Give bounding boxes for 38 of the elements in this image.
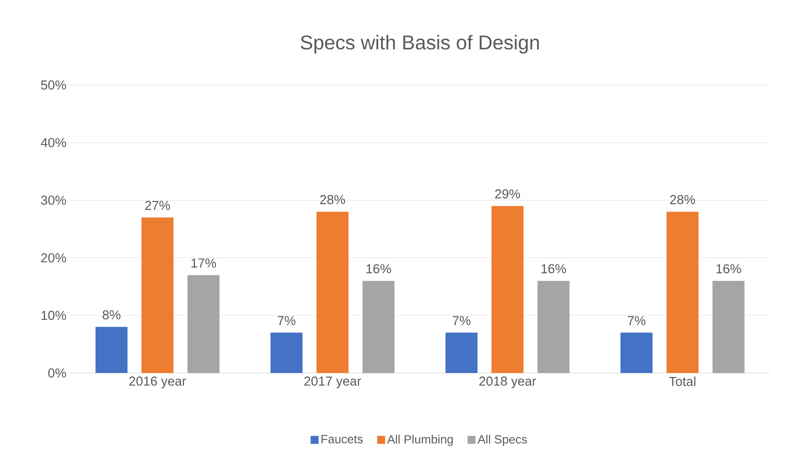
bar bbox=[446, 332, 478, 373]
x-tick-label: Total bbox=[669, 376, 696, 386]
y-tick-label: 10% bbox=[42, 310, 66, 320]
data-label: 7% bbox=[278, 316, 296, 326]
bar bbox=[620, 332, 653, 373]
data-label: 16% bbox=[366, 264, 392, 274]
y-tick-label: 0% bbox=[48, 368, 66, 378]
bar bbox=[492, 206, 524, 373]
bar bbox=[666, 212, 699, 373]
data-label: 28% bbox=[670, 195, 696, 204]
data-label: 28% bbox=[320, 195, 346, 204]
x-tick-label: 2017 year bbox=[304, 376, 362, 388]
bar bbox=[316, 212, 349, 373]
bar bbox=[270, 332, 303, 373]
data-label: 8% bbox=[102, 310, 120, 320]
legend-label: All Plumbing bbox=[387, 434, 453, 446]
bar bbox=[96, 326, 128, 373]
data-label: 16% bbox=[542, 264, 566, 274]
bar bbox=[142, 217, 174, 373]
bar bbox=[712, 280, 745, 373]
data-label: 27% bbox=[145, 200, 170, 210]
legend-label: All Specs bbox=[478, 434, 527, 446]
data-label: 7% bbox=[452, 316, 470, 326]
bar bbox=[188, 275, 220, 373]
chart-title: Specs with Basis of Design bbox=[300, 34, 539, 54]
y-tick-label: 50% bbox=[41, 80, 66, 90]
data-label: 29% bbox=[495, 189, 520, 198]
y-tick-label: 20% bbox=[41, 253, 66, 262]
y-tick-label: 40% bbox=[40, 138, 66, 148]
legend-label: Faucets bbox=[322, 435, 363, 444]
data-label: 16% bbox=[716, 264, 742, 274]
bar bbox=[538, 280, 570, 373]
y-tick-label: 30% bbox=[41, 196, 66, 205]
x-tick-label: 2018 year bbox=[479, 376, 536, 388]
data-label: 17% bbox=[192, 258, 216, 268]
x-tick-label: 2016 year bbox=[129, 376, 186, 388]
bar bbox=[362, 280, 395, 373]
data-label: 7% bbox=[628, 316, 646, 326]
